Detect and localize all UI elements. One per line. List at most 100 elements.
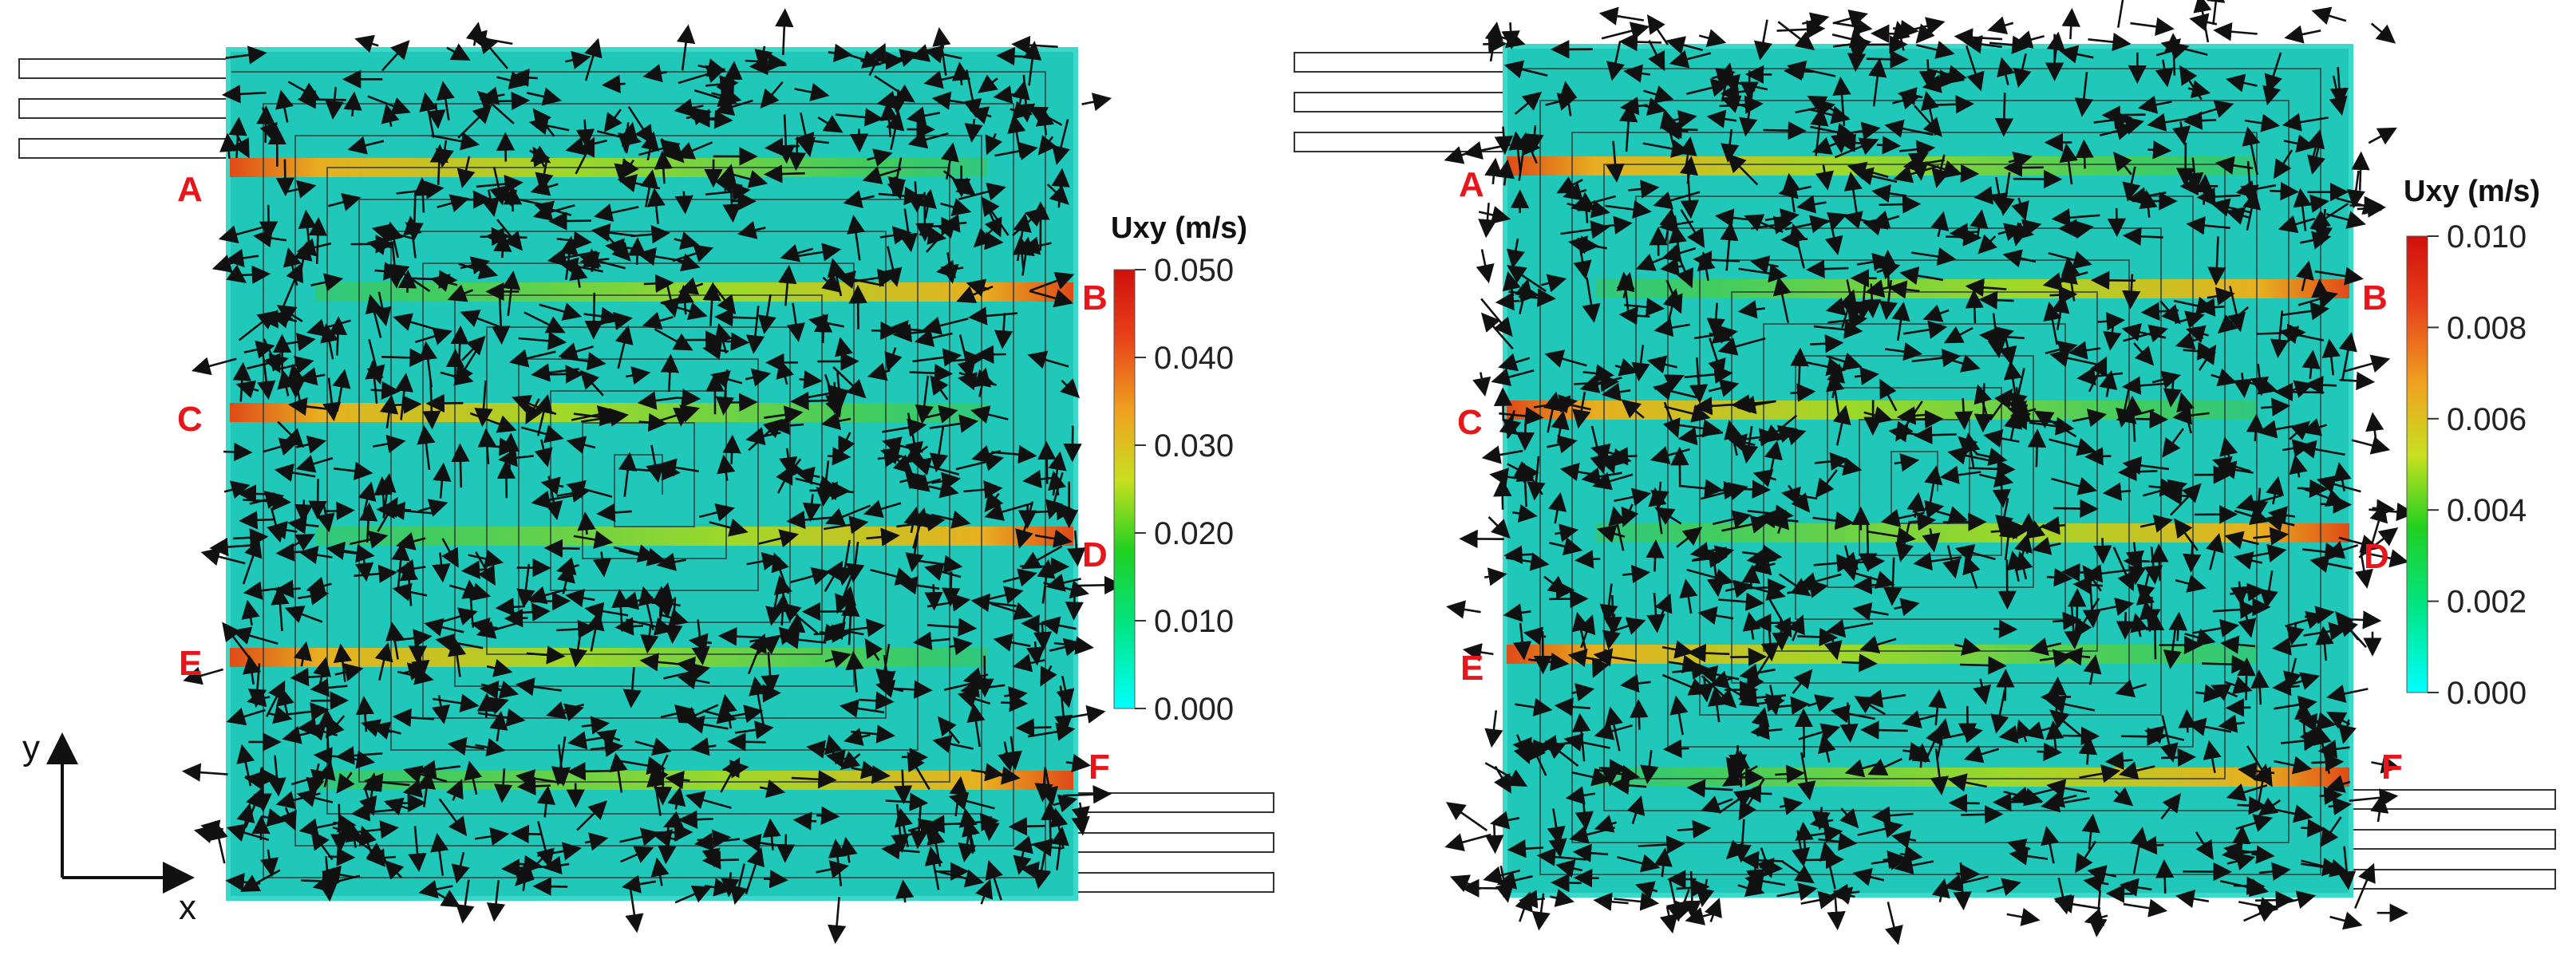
right-colorbar-tick-label: 0.006 <box>2447 402 2527 437</box>
velocity-arrow <box>1654 543 1655 572</box>
velocity-arrow <box>1888 902 1898 941</box>
velocity-arrow <box>1082 99 1108 105</box>
velocity-arrow <box>339 804 340 849</box>
left-colorbar-tick-label: 0.020 <box>1154 516 1234 551</box>
velocity-arrow <box>358 40 379 46</box>
velocity-arrow <box>606 84 626 85</box>
velocity-arrow <box>2124 904 2164 910</box>
left-colorbar-tick-label: 0.000 <box>1154 692 1234 727</box>
velocity-arrow <box>637 241 638 265</box>
right-label-f: F <box>2381 748 2403 787</box>
velocity-arrow <box>858 289 859 330</box>
velocity-arrow <box>301 100 346 101</box>
velocity-arrow <box>2013 179 2059 180</box>
velocity-arrow <box>198 831 225 837</box>
velocity-arrow <box>2278 392 2324 393</box>
velocity-arrow <box>2105 115 2145 116</box>
velocity-arrow <box>950 571 951 602</box>
left-colorbar-tick-label: 0.050 <box>1154 253 1234 288</box>
velocity-arrow <box>1494 825 1495 850</box>
velocity-arrow <box>2088 456 2112 457</box>
velocity-arrow <box>785 835 786 859</box>
right-colorbar-tick-label: 0.000 <box>2447 676 2527 711</box>
velocity-arrow <box>2246 661 2247 701</box>
velocity-arrow <box>2103 538 2104 560</box>
left-colorbar-tick-label: 0.040 <box>1154 341 1234 376</box>
velocity-arrow <box>1711 902 1719 922</box>
velocity-arrow <box>2147 150 2168 151</box>
velocity-arrow <box>2373 508 2392 510</box>
velocity-arrow <box>215 824 224 863</box>
velocity-arrow <box>718 317 758 318</box>
velocity-arrow <box>1751 568 1752 587</box>
velocity-arrow <box>2007 914 2037 920</box>
velocity-arrow <box>1746 793 1772 794</box>
velocity-arrow <box>1925 104 1970 105</box>
velocity-arrow <box>1525 424 1526 448</box>
velocity-arrow <box>1015 45 1058 47</box>
velocity-arrow <box>546 374 580 375</box>
velocity-arrow <box>1969 468 2012 470</box>
velocity-arrow <box>1921 747 1922 768</box>
velocity-arrow <box>1900 22 1942 33</box>
velocity-arrow <box>243 519 275 521</box>
velocity-arrow <box>2204 178 2206 205</box>
velocity-arrow <box>979 354 1006 355</box>
velocity-arrow <box>1507 554 1532 555</box>
velocity-arrow <box>2088 39 2128 43</box>
velocity-arrow <box>1610 760 1611 783</box>
velocity-arrow <box>705 860 739 861</box>
velocity-arrow <box>732 438 733 464</box>
velocity-arrow <box>1000 56 1034 57</box>
velocity-arrow <box>1523 898 1545 900</box>
velocity-arrow <box>2202 664 2246 665</box>
velocity-arrow <box>2315 12 2346 22</box>
velocity-arrow <box>836 897 840 940</box>
right-panel: Uxy (m/s) 0.0100.0080.0060.0040.0020.000… <box>1294 0 2555 941</box>
velocity-arrow <box>2352 440 2387 449</box>
velocity-arrow <box>2238 805 2264 807</box>
velocity-arrow <box>1049 805 1050 841</box>
right-colorbar-tick-label: 0.004 <box>2447 493 2527 528</box>
velocity-arrow <box>1833 14 1865 23</box>
velocity-arrow <box>1012 826 1045 827</box>
y-axis-label: y <box>22 728 40 768</box>
velocity-arrow <box>2255 900 2290 901</box>
velocity-arrow <box>1974 293 1976 323</box>
right-colorbar-title: Uxy (m/s) <box>2404 175 2540 208</box>
velocity-arrow <box>1667 907 1672 930</box>
velocity-arrow <box>505 136 506 161</box>
velocity-arrow <box>1867 524 1868 568</box>
velocity-arrow <box>571 771 610 772</box>
velocity-arrow <box>684 191 685 211</box>
velocity-arrow <box>925 192 926 239</box>
velocity-arrow <box>2288 30 2321 37</box>
velocity-arrow <box>1493 161 1495 184</box>
velocity-arrow <box>1042 623 1044 647</box>
velocity-arrow <box>2357 207 2383 209</box>
velocity-arrow <box>823 318 824 343</box>
velocity-arrow <box>1622 41 1661 42</box>
velocity-arrow <box>2084 143 2085 168</box>
left-label-f: F <box>1088 748 1110 787</box>
right-colorbar-tick-label: 0.008 <box>2447 310 2527 345</box>
velocity-arrow <box>204 827 223 830</box>
velocity-arrow <box>796 137 798 168</box>
velocity-arrow <box>1950 173 1976 174</box>
velocity-arrow <box>1842 662 1874 664</box>
velocity-arrow <box>2007 560 2008 606</box>
velocity-arrow <box>317 221 318 264</box>
velocity-arrow <box>1733 777 1760 778</box>
velocity-arrow <box>381 357 425 358</box>
velocity-arrow <box>2217 30 2258 34</box>
velocity-arrow <box>2213 0 2218 25</box>
velocity-arrow <box>814 633 847 634</box>
velocity-arrow <box>806 611 848 612</box>
left-label-d: D <box>1082 535 1108 574</box>
velocity-arrow <box>1494 35 1523 44</box>
velocity-arrow <box>1449 804 1488 831</box>
